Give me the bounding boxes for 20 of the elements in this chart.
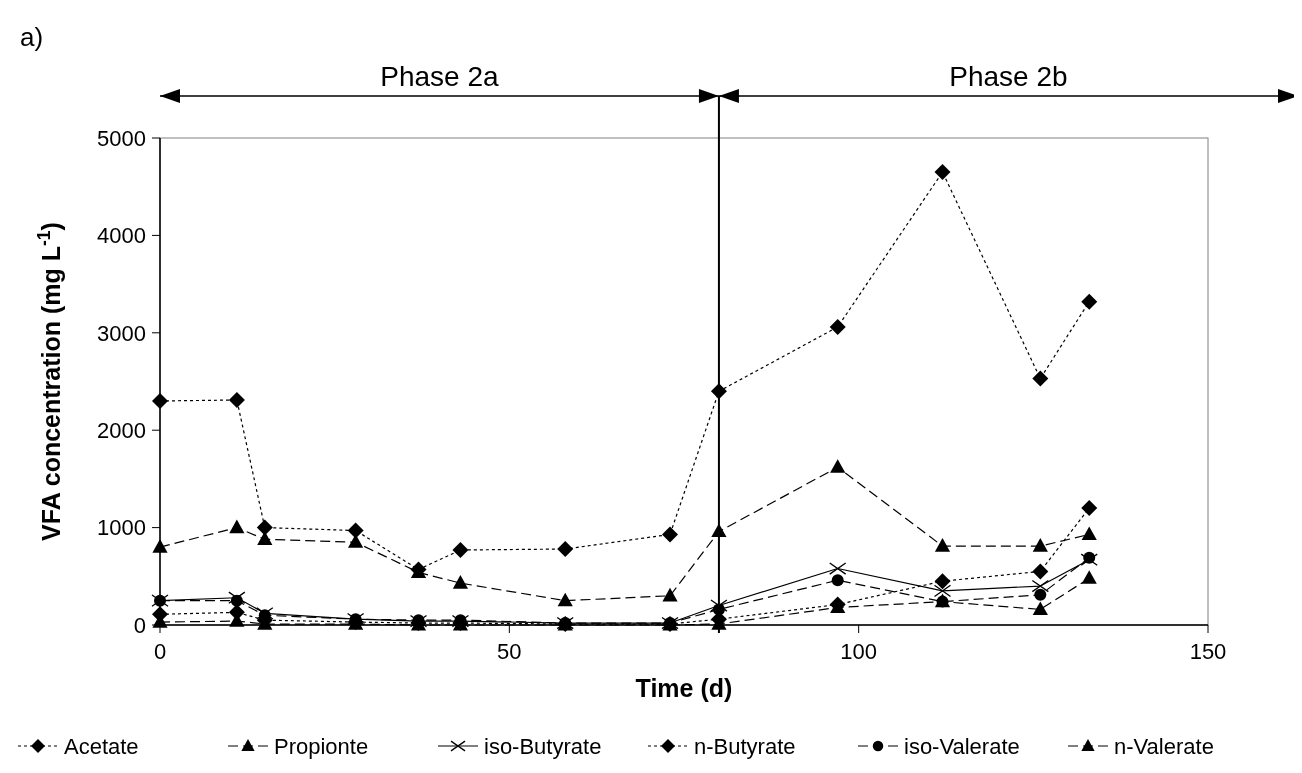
- x-tick-label: 150: [1189, 639, 1227, 664]
- text: a): [20, 22, 44, 52]
- y-tick-label: 1000: [97, 515, 146, 541]
- y-tick-label: 5000: [97, 125, 146, 151]
- x-tick-label: 100: [840, 639, 878, 664]
- x-tick-label: 50: [497, 639, 522, 664]
- legend-label: n-Valerate: [1114, 733, 1214, 759]
- y-tick-label: 4000: [97, 223, 146, 249]
- y-tick-label: 2000: [97, 417, 146, 443]
- x-tick-label: 0: [153, 639, 167, 664]
- y-tick-label: 3000: [97, 320, 146, 346]
- legend-label: Acetate: [64, 733, 139, 759]
- text: Phase 2b: [949, 61, 1068, 92]
- legend-label: iso-Butyrate: [484, 733, 602, 759]
- x-axis-title: Time (d): [635, 674, 733, 702]
- legend-label: n-Butyrate: [694, 733, 796, 759]
- legend-label: Propionte: [274, 733, 369, 759]
- legend-label: iso-Valerate: [904, 733, 1020, 759]
- text: Phase 2a: [380, 61, 500, 92]
- y-tick-label: 0: [133, 612, 146, 638]
